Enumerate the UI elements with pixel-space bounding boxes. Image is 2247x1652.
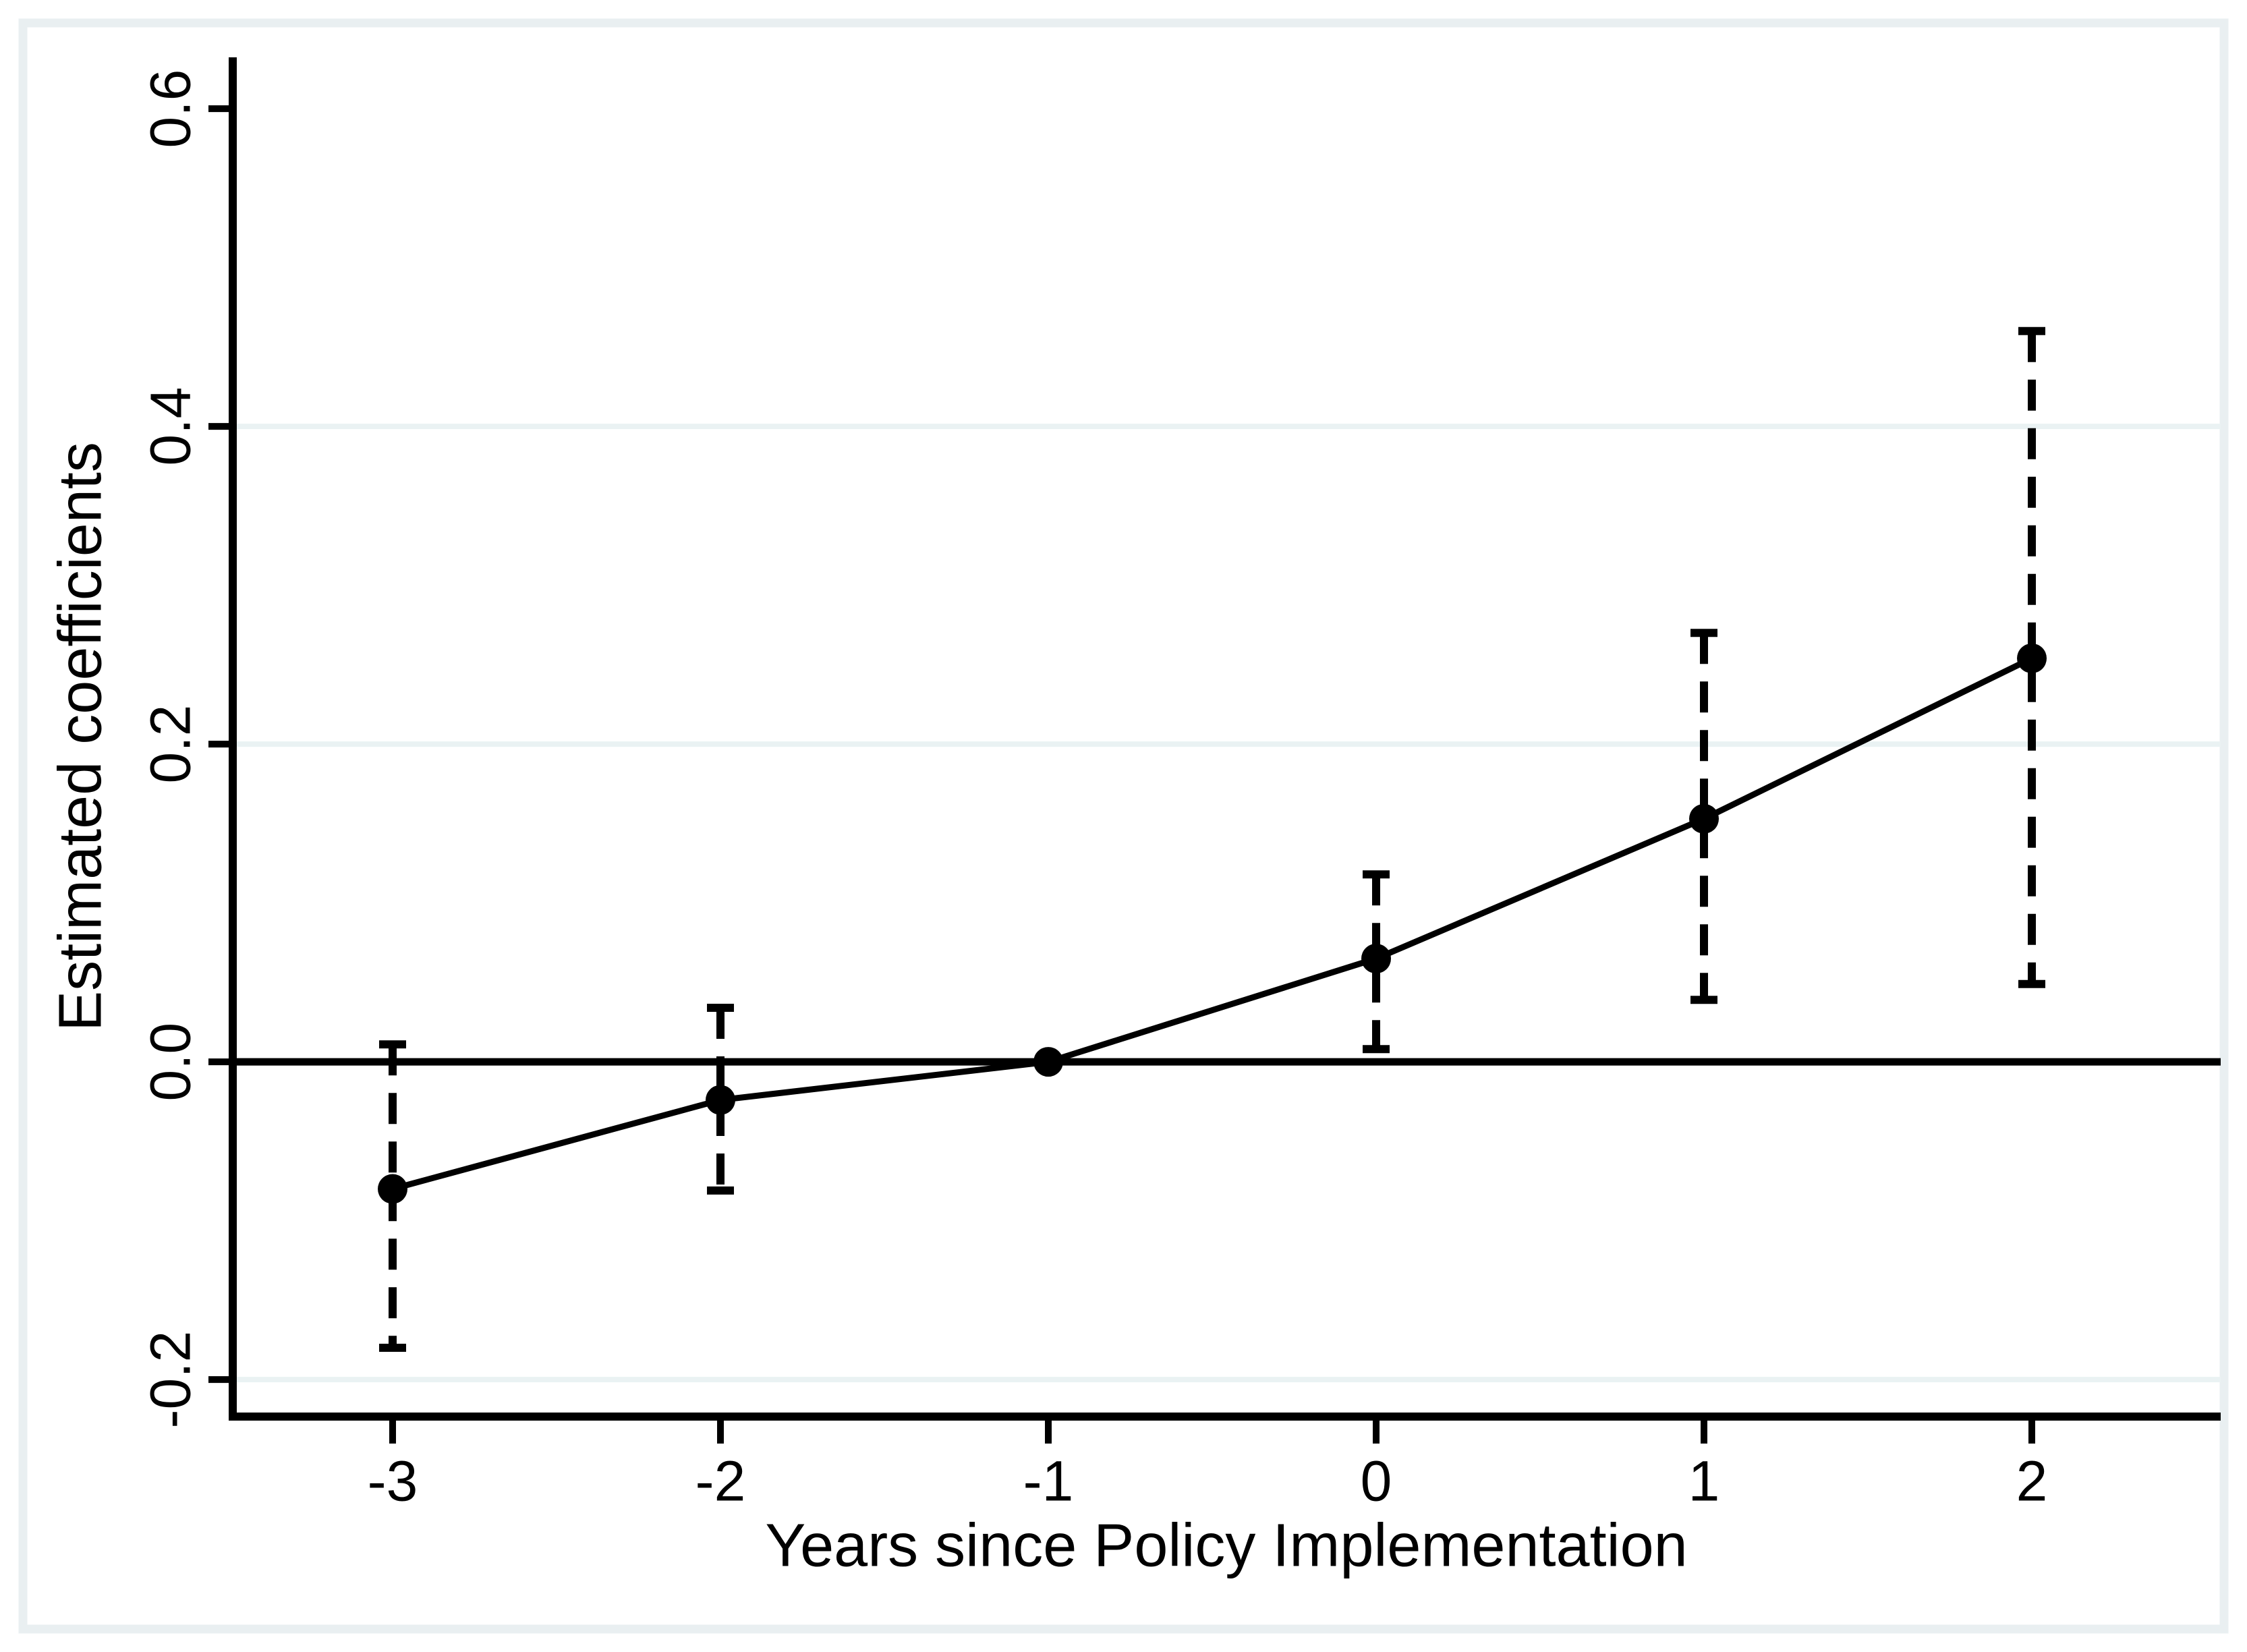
y-axis-title: Estimated coefficients (47, 442, 115, 1031)
figure-border (18, 18, 2229, 1634)
data-layer (378, 326, 2047, 1352)
x-tick-label: -2 (695, 1449, 746, 1512)
y-tick-label: 0.4 (138, 387, 202, 466)
data-point (1689, 803, 1719, 834)
data-point (1033, 1047, 1064, 1077)
x-tick-label: 2 (2016, 1449, 2048, 1512)
axes-layer: 0.6 0.4 0.2 0.0 -0.2 -3 -2 -1 0 1 2 (138, 57, 2221, 1512)
ci-whisker (2018, 326, 2046, 988)
gridline-layer (237, 424, 2221, 1383)
x-tick-label: 1 (1688, 1449, 1720, 1512)
trend-line (391, 655, 2033, 1192)
data-point (1361, 944, 1392, 974)
y-tick-label: -0.2 (138, 1331, 202, 1429)
data-point (706, 1085, 736, 1115)
x-axis-title: Years since Policy Implementation (765, 1512, 1687, 1580)
x-tick-label: 0 (1361, 1449, 1392, 1512)
ci-whisker (1363, 870, 1390, 1054)
x-tick-label: -3 (368, 1449, 418, 1512)
y-tick-label: 0.2 (138, 705, 202, 784)
ci-whisker (1690, 629, 1718, 1004)
y-tick-label: 0.6 (138, 69, 202, 148)
ci-whisker (707, 1004, 735, 1195)
x-tick-label: -1 (1023, 1449, 1074, 1512)
data-point (2017, 643, 2047, 673)
y-tick-label: 0.0 (138, 1023, 202, 1102)
data-point (378, 1174, 408, 1204)
